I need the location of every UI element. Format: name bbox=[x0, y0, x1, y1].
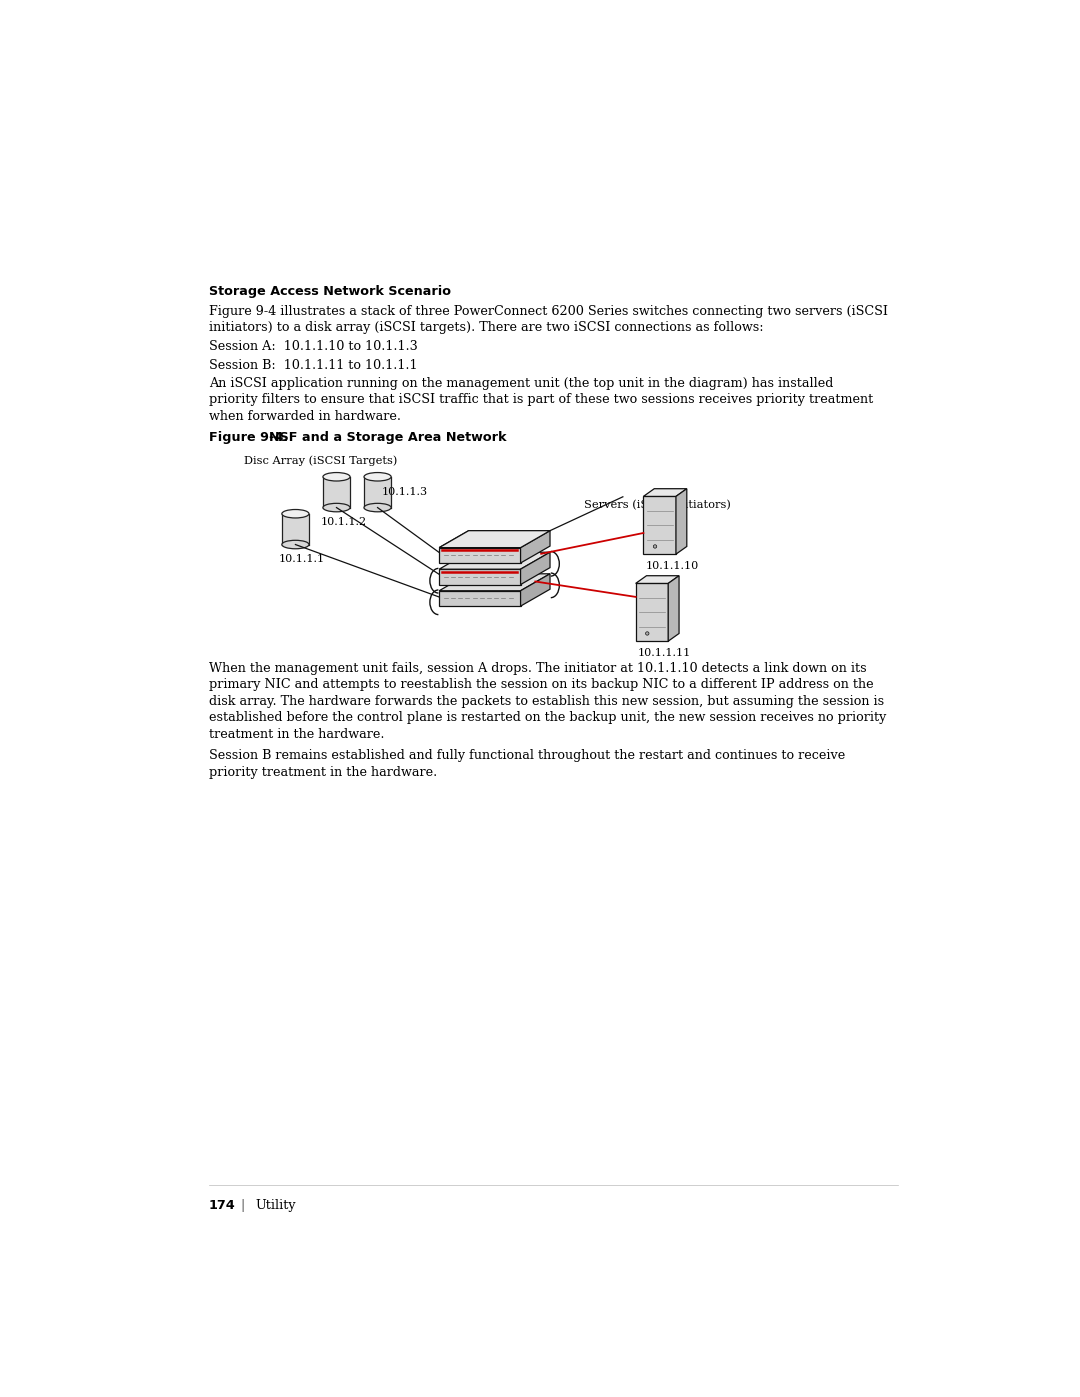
Polygon shape bbox=[644, 489, 687, 496]
Polygon shape bbox=[669, 576, 679, 641]
Polygon shape bbox=[282, 514, 309, 545]
Text: priority treatment in the hardware.: priority treatment in the hardware. bbox=[208, 766, 437, 780]
Polygon shape bbox=[440, 531, 550, 548]
Text: disk array. The hardware forwards the packets to establish this new session, but: disk array. The hardware forwards the pa… bbox=[208, 694, 883, 708]
Circle shape bbox=[646, 631, 649, 636]
Text: established before the control plane is restarted on the backup unit, the new se: established before the control plane is … bbox=[208, 711, 886, 724]
Text: Utility: Utility bbox=[255, 1199, 296, 1211]
Polygon shape bbox=[636, 584, 669, 641]
Ellipse shape bbox=[282, 541, 309, 549]
Text: When the management unit fails, session A drops. The initiator at 10.1.1.10 dete: When the management unit fails, session … bbox=[208, 662, 866, 675]
Text: when forwarded in hardware.: when forwarded in hardware. bbox=[208, 409, 401, 423]
Ellipse shape bbox=[364, 503, 391, 511]
Text: 10.1.1.11: 10.1.1.11 bbox=[638, 648, 691, 658]
Text: treatment in the hardware.: treatment in the hardware. bbox=[208, 728, 384, 740]
Text: Session B remains established and fully functional throughout the restart and co: Session B remains established and fully … bbox=[208, 749, 845, 763]
Polygon shape bbox=[440, 552, 550, 569]
Polygon shape bbox=[440, 569, 521, 584]
Text: initiators) to a disk array (iSCSI targets). There are two iSCSI connections as : initiators) to a disk array (iSCSI targe… bbox=[208, 321, 764, 334]
Text: Storage Access Network Scenario: Storage Access Network Scenario bbox=[208, 285, 450, 298]
Text: 10.1.1.10: 10.1.1.10 bbox=[646, 560, 699, 571]
Text: Figure 9-4.: Figure 9-4. bbox=[208, 432, 287, 444]
Text: 174: 174 bbox=[208, 1199, 235, 1211]
Circle shape bbox=[653, 545, 657, 548]
Text: Servers (iSCSI Initiators): Servers (iSCSI Initiators) bbox=[584, 500, 731, 510]
Polygon shape bbox=[440, 574, 550, 591]
Polygon shape bbox=[644, 496, 676, 555]
Ellipse shape bbox=[323, 472, 350, 481]
Polygon shape bbox=[440, 548, 521, 563]
Polygon shape bbox=[323, 476, 350, 507]
Text: Disc Array (iSCSI Targets): Disc Array (iSCSI Targets) bbox=[243, 455, 396, 465]
Text: NSF and a Storage Area Network: NSF and a Storage Area Network bbox=[269, 432, 507, 444]
Text: Session B:  10.1.1.11 to 10.1.1.1: Session B: 10.1.1.11 to 10.1.1.1 bbox=[208, 359, 417, 372]
Polygon shape bbox=[364, 476, 391, 507]
Text: 10.1.1.3: 10.1.1.3 bbox=[381, 486, 428, 497]
Ellipse shape bbox=[323, 503, 350, 511]
Polygon shape bbox=[521, 531, 550, 563]
Polygon shape bbox=[636, 576, 679, 584]
Text: 10.1.1.2: 10.1.1.2 bbox=[321, 517, 367, 527]
Text: primary NIC and attempts to reestablish the session on its backup NIC to a diffe: primary NIC and attempts to reestablish … bbox=[208, 678, 874, 692]
Text: priority filters to ensure that iSCSI traffic that is part of these two sessions: priority filters to ensure that iSCSI tr… bbox=[208, 394, 873, 407]
Ellipse shape bbox=[364, 472, 391, 481]
Text: Session A:  10.1.1.10 to 10.1.1.3: Session A: 10.1.1.10 to 10.1.1.3 bbox=[208, 341, 417, 353]
Polygon shape bbox=[440, 591, 521, 606]
Polygon shape bbox=[440, 531, 550, 548]
Text: 10.1.1.1: 10.1.1.1 bbox=[279, 553, 324, 564]
Ellipse shape bbox=[282, 510, 309, 518]
Polygon shape bbox=[676, 489, 687, 555]
Polygon shape bbox=[521, 552, 550, 584]
Text: An iSCSI application running on the management unit (the top unit in the diagram: An iSCSI application running on the mana… bbox=[208, 377, 833, 390]
Polygon shape bbox=[521, 574, 550, 606]
Text: |: | bbox=[233, 1199, 254, 1211]
Text: Figure 9-4 illustrates a stack of three PowerConnect 6200 Series switches connec: Figure 9-4 illustrates a stack of three … bbox=[208, 305, 888, 317]
